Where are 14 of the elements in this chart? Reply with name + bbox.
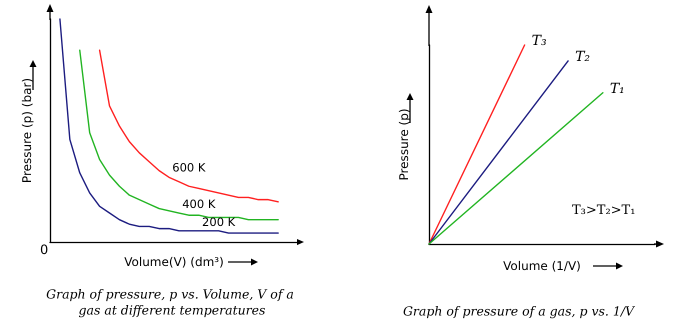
x-axis-title: Volume (1/V) [503, 259, 581, 273]
series-label: T₁ [610, 80, 625, 97]
series-label: T₂ [575, 48, 590, 65]
text: Graph of pressure, p vs. Volume, V of a gas at different temperatures [46, 286, 294, 318]
text: 0 [40, 243, 48, 258]
series-label: 400 K [182, 197, 216, 212]
series-label: 600 K [172, 160, 206, 174]
annotation: T₃>T₂>T₁ [572, 203, 636, 218]
series-label: T₃ [532, 33, 547, 49]
y-axis-title: Pressure (p) [397, 108, 411, 181]
text: Graph of pressure of a gas, p vs. 1/V [402, 304, 636, 318]
x-axis-title: Volume(V) (dm³) [124, 255, 224, 269]
y-axis-title: Pressure (p) (bar) [20, 78, 34, 184]
series-label: 200 K [202, 214, 236, 229]
